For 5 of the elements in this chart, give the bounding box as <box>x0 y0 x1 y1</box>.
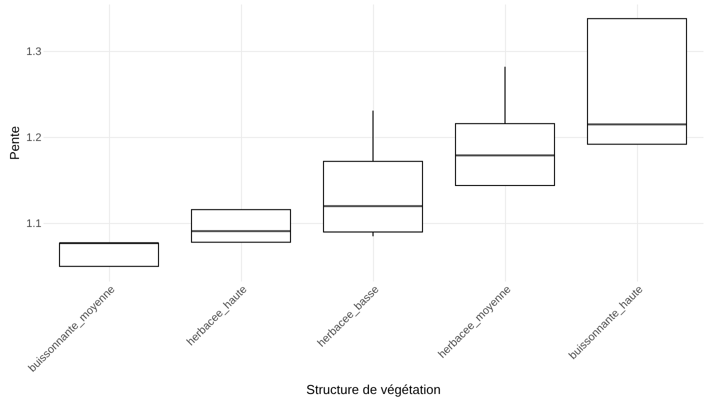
y-tick-label: 1.2 <box>26 132 42 144</box>
y-tick-label: 1.1 <box>26 218 42 230</box>
x-axis-title: Structure de végétation <box>306 382 441 397</box>
y-tick-label: 1.3 <box>26 46 42 58</box>
y-axis-title: Pente <box>7 126 22 160</box>
